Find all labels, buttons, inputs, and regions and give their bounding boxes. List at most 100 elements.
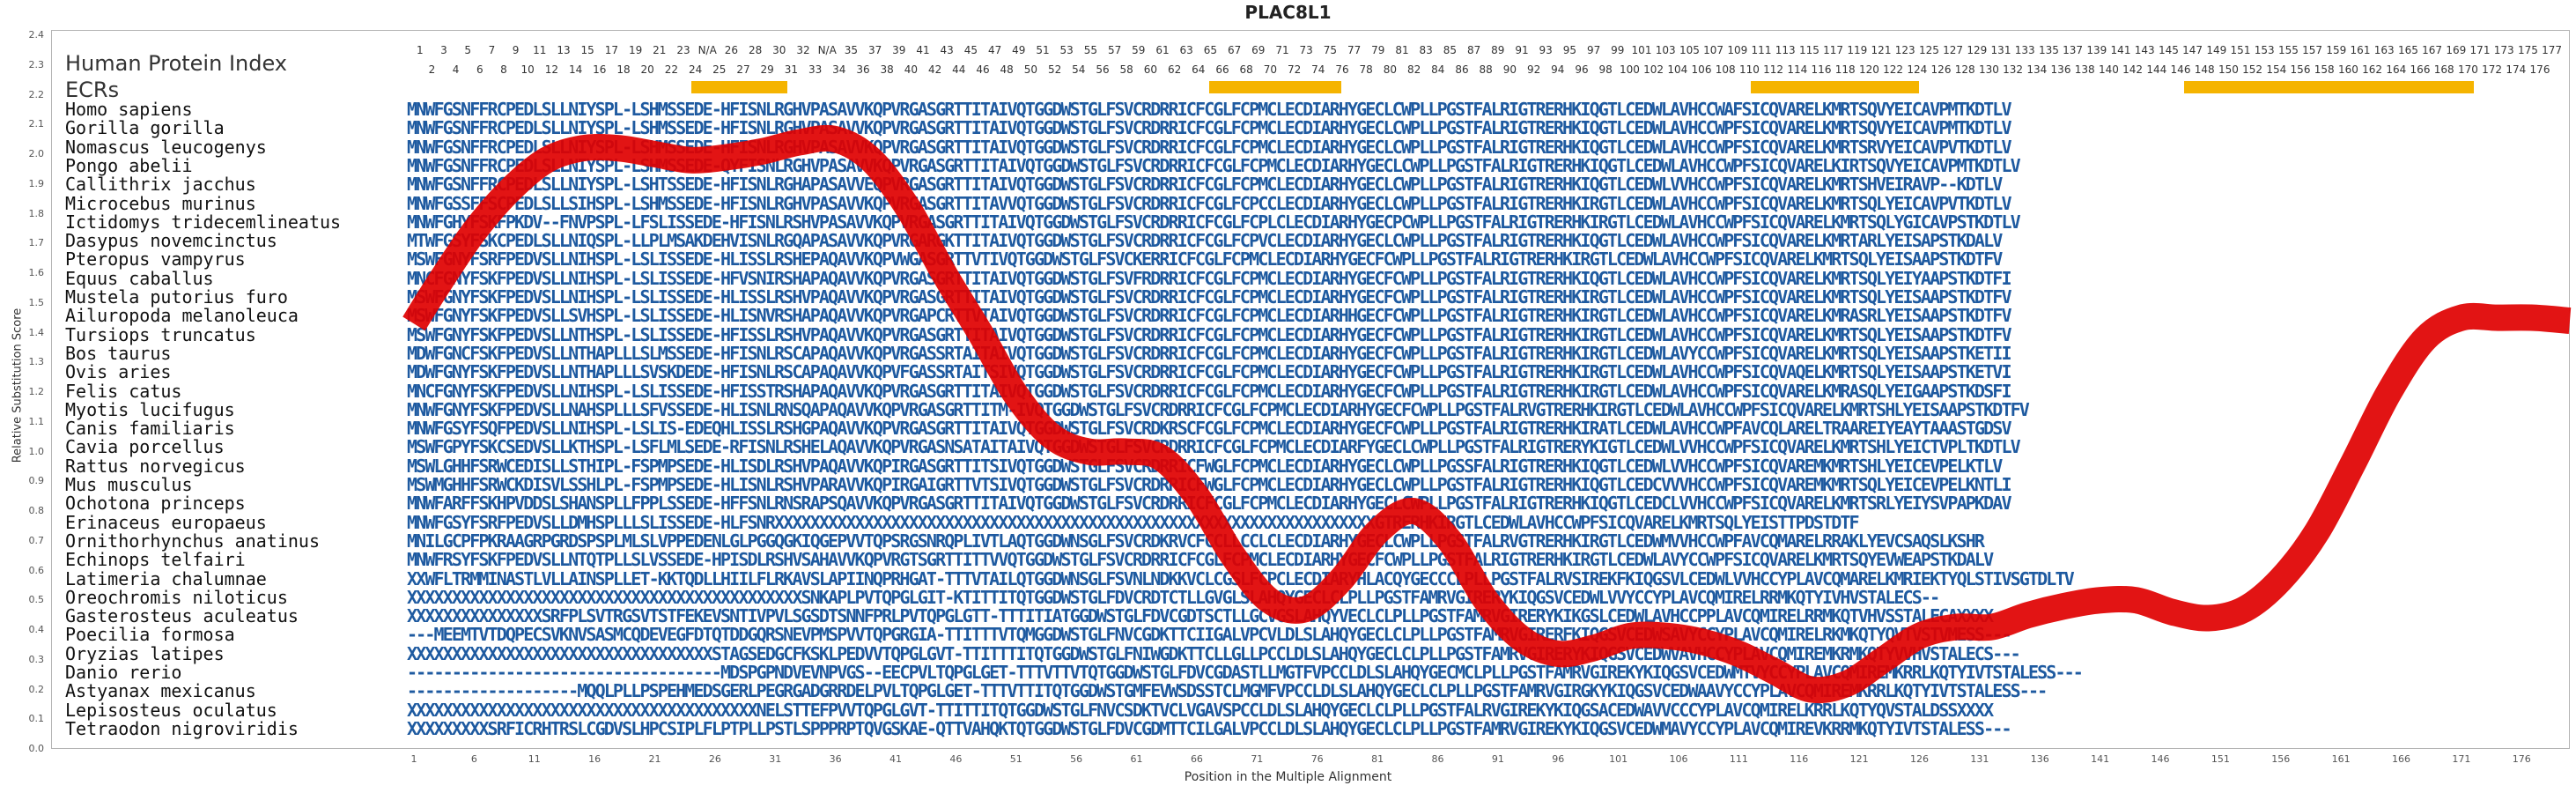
sequence-row: MNWFGHYFSKFPKDV--FNVPSPL-LFSLISSEDE-HFIS… [407, 211, 2021, 233]
species-name: Equus caballus [65, 267, 214, 289]
hpi-number: 82 [1406, 63, 1421, 76]
y-tick-label: 0.8 [28, 505, 45, 516]
hpi-number: 164 [2386, 63, 2407, 76]
hpi-number: 31 [784, 63, 799, 76]
hpi-number: 161 [2350, 44, 2371, 56]
hpi-number: 5 [464, 44, 472, 56]
hpi-number: 128 [1954, 63, 1975, 76]
sequence-row: MNCFGNYFSKFPEDVSLLNIHSPL-LSLISSEDE-HFVSN… [407, 267, 2011, 289]
hpi-number: 119 [1847, 44, 1868, 56]
hpi-number: 69 [1251, 44, 1266, 56]
y-tick-label: 1.4 [28, 326, 45, 338]
x-axis-label: Position in the Multiple Alignment [1184, 770, 1392, 784]
species-name: Dasypus novemcinctus [65, 230, 277, 252]
hpi-number: 49 [1012, 44, 1026, 56]
hpi-number: 176 [2529, 63, 2550, 76]
hpi-number: 153 [2254, 44, 2275, 56]
hpi-number: 77 [1347, 44, 1362, 56]
hpi-number: 177 [2542, 44, 2563, 56]
hpi-number: 57 [1107, 44, 1122, 56]
hpi-number: 144 [2146, 63, 2167, 76]
species-name: Oreochromis niloticus [65, 586, 288, 608]
x-tick-label: 151 [2211, 753, 2230, 765]
sequence-row: MSWFGNYFSKFPEDVSLLNTHSPL-LSLISSEDE-HFISS… [407, 323, 2011, 345]
species-name: Tursiops truncatus [65, 323, 256, 345]
hpi-number: 64 [1192, 63, 1206, 76]
hpi-number: 67 [1227, 44, 1242, 56]
hpi-number: 169 [2446, 44, 2467, 56]
hpi-number: 79 [1371, 44, 1385, 56]
species-name: Ovis aries [65, 361, 172, 383]
sequence-row: ---MEEMTVTDQPECSVKNVSASMCQDEVEGFDTQTDDGQ… [407, 624, 2011, 646]
hpi-number: 33 [808, 63, 823, 76]
y-tick-label: 2.4 [28, 29, 45, 41]
hpi-number: 147 [2182, 44, 2203, 56]
hpi-number: 124 [1907, 63, 1928, 76]
hpi-number: 24 [688, 63, 703, 76]
hpi-number: 122 [1883, 63, 1904, 76]
hpi-number: 170 [2457, 63, 2478, 76]
x-tick-label: 141 [2091, 753, 2110, 765]
y-tick-label: 1.5 [28, 296, 45, 308]
hpi-number: 149 [2206, 44, 2227, 56]
hpi-number: 136 [2050, 63, 2071, 76]
hpi-number: 23 [676, 44, 690, 56]
hpi-number: 173 [2493, 44, 2514, 56]
species-name: Erinaceus europaeus [65, 511, 267, 533]
hpi-number: 35 [844, 44, 859, 56]
y-tick-label: 1.1 [28, 415, 45, 427]
hpi-number: 132 [2003, 63, 2024, 76]
hpi-number: 103 [1655, 44, 1676, 56]
hpi-number: 26 [724, 44, 739, 56]
hpi-number: 47 [987, 44, 1002, 56]
hpi-number: 53 [1059, 44, 1074, 56]
species-name: Ictidomys tridecemlineatus [65, 211, 342, 233]
sequence-row: MNILGCPFPKRAAGRPGRDSPSPLMLSLVPPEDENLGLPG… [407, 530, 1985, 552]
hpi-number: 94 [1551, 63, 1565, 76]
hpi-number: N/A [817, 44, 837, 56]
x-tick-label: 111 [1729, 753, 1748, 765]
y-tick-label: 0.1 [28, 713, 45, 725]
hpi-number: 13 [557, 44, 571, 56]
hpi-number: 108 [1715, 63, 1736, 76]
species-name: Danio rerio [65, 662, 182, 683]
species-name: Microcebus murinus [65, 192, 256, 214]
hpi-number: 115 [1798, 44, 1819, 56]
hpi-number: 44 [952, 63, 966, 76]
hpi-number: 59 [1132, 44, 1146, 56]
species-name: Ornithorhynchus anatinus [65, 530, 320, 552]
hpi-number: 6 [476, 63, 483, 76]
hpi-number: 130 [1978, 63, 1999, 76]
x-tick-label: 66 [1190, 753, 1203, 765]
hpi-number: 56 [1096, 63, 1110, 76]
hpi-number: 22 [664, 63, 679, 76]
hpi-number: 160 [2337, 63, 2358, 76]
sequence-row: XXXXXXXXXXXXXXXSRFPLSVTRGSVTSTFEKEVSNTIV… [407, 605, 1994, 627]
x-tick-label: 71 [1251, 753, 1264, 765]
x-tick-label: 11 [528, 753, 541, 765]
hpi-number: 9 [512, 44, 520, 56]
hpi-number: 43 [940, 44, 954, 56]
hpi-number: 93 [1539, 44, 1553, 56]
species-name: Pteropus vampyrus [65, 248, 246, 271]
hpi-number: 42 [927, 63, 942, 76]
hpi-number: 83 [1419, 44, 1433, 56]
hpi-number: 18 [616, 63, 631, 76]
species-name: Ailuropoda melanoleuca [65, 305, 299, 327]
hpi-number: 29 [760, 63, 774, 76]
hpi-number: 95 [1562, 44, 1577, 56]
species-name: Pongo abelii [65, 154, 193, 176]
species-name: Poecilia formosa [65, 624, 235, 646]
sequence-row: MTWFGSYFSKCPEDLSLLNIQSPL-LLPLMSAKDEHVISN… [407, 230, 2003, 252]
hpi-number: 165 [2397, 44, 2418, 56]
x-tick-label: 176 [2512, 753, 2531, 765]
hpi-number: 25 [712, 63, 727, 76]
hpi-number: 118 [1834, 63, 1856, 76]
hpi-number: 63 [1179, 44, 1193, 56]
sequence-row: MNWFGSNFFRCPEDLSLLNIYSPL-LSHMSSEDE-HFISN… [407, 117, 2011, 139]
hpi-number: 11 [533, 44, 547, 56]
hpi-number: 32 [796, 44, 810, 56]
hpi-number: 71 [1275, 44, 1289, 56]
hpi-number: 171 [2469, 44, 2491, 56]
hpi-number: 80 [1383, 63, 1398, 76]
